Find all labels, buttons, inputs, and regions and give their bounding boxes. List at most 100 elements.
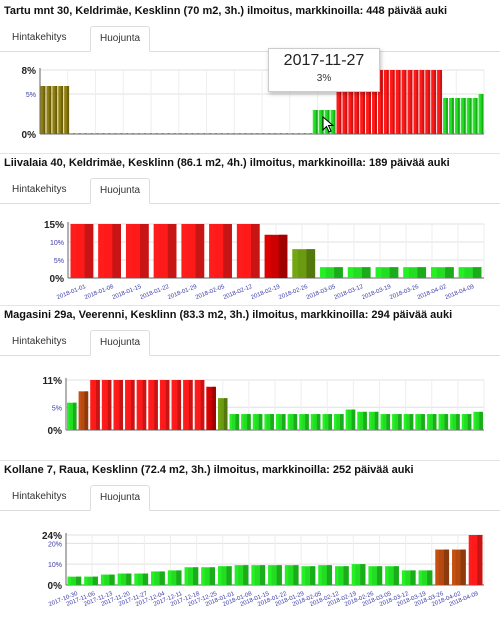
- bar[interactable]: [184, 567, 199, 585]
- bar[interactable]: [153, 133, 158, 134]
- bar[interactable]: [40, 86, 46, 134]
- bar[interactable]: [148, 380, 158, 430]
- bar[interactable]: [330, 110, 336, 134]
- bar[interactable]: [310, 414, 321, 430]
- bar[interactable]: [377, 70, 383, 134]
- bar[interactable]: [167, 570, 182, 585]
- bar[interactable]: [183, 380, 193, 430]
- bar[interactable]: [415, 414, 425, 430]
- bar[interactable]: [437, 70, 443, 134]
- tab-huojunta[interactable]: Huojunta: [90, 485, 151, 511]
- bar[interactable]: [425, 70, 431, 134]
- tab-huojunta[interactable]: Huojunta: [90, 178, 151, 204]
- tab-hintakehitys[interactable]: Hintakehitys: [12, 184, 67, 195]
- bar[interactable]: [264, 234, 288, 278]
- bar[interactable]: [90, 380, 100, 430]
- bar[interactable]: [264, 414, 274, 430]
- bar[interactable]: [251, 565, 266, 585]
- bar[interactable]: [375, 267, 399, 278]
- tab-hintakehitys[interactable]: Hintakehitys: [12, 32, 67, 43]
- bar[interactable]: [468, 535, 483, 585]
- bar[interactable]: [413, 70, 419, 134]
- bar[interactable]: [171, 380, 182, 430]
- bar[interactable]: [295, 133, 300, 134]
- bar[interactable]: [342, 70, 348, 134]
- bar[interactable]: [70, 133, 75, 134]
- bar[interactable]: [164, 133, 170, 134]
- bar[interactable]: [236, 224, 260, 278]
- bar[interactable]: [431, 267, 454, 278]
- bar[interactable]: [194, 133, 200, 134]
- bar[interactable]: [292, 249, 316, 278]
- bar[interactable]: [117, 133, 123, 134]
- bar[interactable]: [289, 133, 295, 134]
- bar[interactable]: [351, 564, 366, 585]
- bar[interactable]: [100, 574, 115, 585]
- bar[interactable]: [188, 133, 194, 134]
- bar[interactable]: [334, 414, 344, 430]
- bar[interactable]: [318, 565, 333, 585]
- bar[interactable]: [117, 573, 132, 585]
- bar[interactable]: [217, 398, 228, 430]
- bar[interactable]: [125, 224, 149, 278]
- bar[interactable]: [478, 94, 484, 134]
- bar[interactable]: [306, 133, 312, 134]
- bar[interactable]: [435, 549, 450, 585]
- bar[interactable]: [276, 414, 286, 430]
- bar[interactable]: [113, 380, 124, 430]
- bar[interactable]: [209, 224, 232, 278]
- bar[interactable]: [426, 414, 437, 430]
- bar[interactable]: [158, 133, 164, 134]
- bar[interactable]: [443, 98, 448, 134]
- bar[interactable]: [67, 402, 77, 430]
- bar[interactable]: [320, 267, 343, 278]
- bar[interactable]: [101, 380, 112, 430]
- bar[interactable]: [322, 414, 333, 430]
- bar[interactable]: [176, 133, 182, 134]
- tab-huojunta[interactable]: Huojunta: [90, 26, 151, 52]
- bar[interactable]: [335, 566, 349, 585]
- bar[interactable]: [153, 224, 177, 278]
- bar[interactable]: [212, 133, 218, 134]
- bar[interactable]: [200, 133, 206, 134]
- bar[interactable]: [159, 380, 170, 430]
- bar[interactable]: [385, 566, 399, 585]
- bar[interactable]: [247, 133, 253, 134]
- bar[interactable]: [454, 98, 460, 134]
- bar[interactable]: [217, 566, 232, 585]
- bar[interactable]: [284, 565, 299, 585]
- bar[interactable]: [401, 70, 407, 134]
- bar[interactable]: [357, 411, 367, 430]
- bar[interactable]: [129, 133, 135, 134]
- bar[interactable]: [135, 133, 141, 134]
- bar[interactable]: [136, 380, 147, 430]
- bar[interactable]: [52, 86, 58, 134]
- bar[interactable]: [194, 380, 205, 430]
- bar[interactable]: [383, 70, 389, 134]
- bar[interactable]: [206, 386, 216, 430]
- bar[interactable]: [141, 133, 147, 134]
- bar[interactable]: [419, 70, 425, 134]
- bar[interactable]: [389, 70, 395, 134]
- bar[interactable]: [392, 414, 402, 430]
- bar[interactable]: [354, 70, 360, 134]
- bar[interactable]: [299, 414, 309, 430]
- bar[interactable]: [403, 267, 427, 278]
- bar[interactable]: [368, 411, 379, 430]
- bar[interactable]: [458, 267, 482, 278]
- bar[interactable]: [229, 133, 235, 134]
- bar[interactable]: [46, 86, 52, 134]
- bar[interactable]: [368, 566, 383, 585]
- bar[interactable]: [460, 98, 466, 134]
- tab-hintakehitys[interactable]: Hintakehitys: [12, 491, 67, 502]
- bar[interactable]: [461, 414, 472, 430]
- bar[interactable]: [218, 133, 223, 134]
- bar[interactable]: [431, 70, 437, 134]
- bar[interactable]: [234, 565, 249, 585]
- bar[interactable]: [259, 133, 265, 134]
- bar[interactable]: [170, 133, 176, 134]
- bar[interactable]: [105, 133, 111, 134]
- bar[interactable]: [466, 98, 472, 134]
- bar[interactable]: [76, 133, 81, 134]
- bar[interactable]: [473, 411, 483, 430]
